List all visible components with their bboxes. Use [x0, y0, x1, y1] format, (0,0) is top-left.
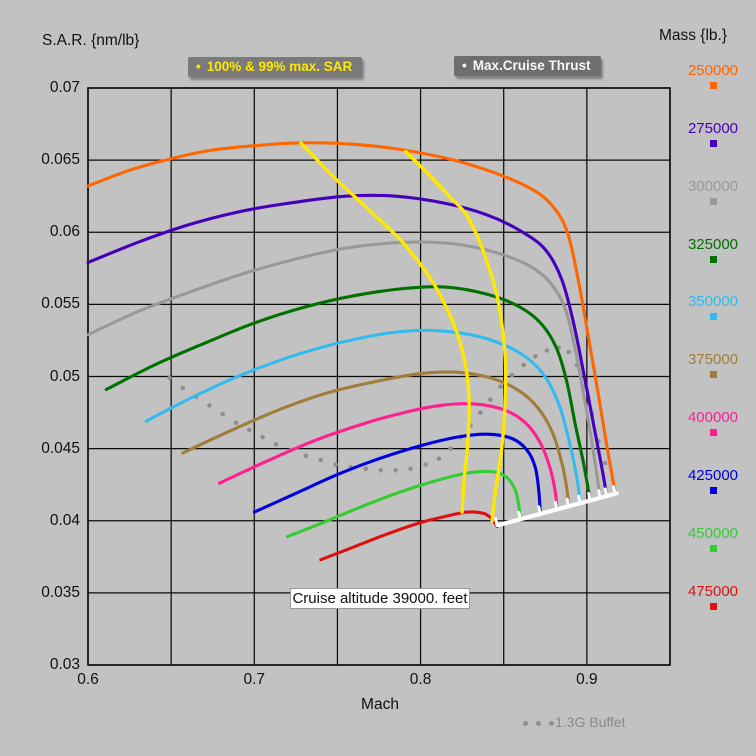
cruise-altitude-annotation: Cruise altitude 39000. feet: [290, 588, 470, 609]
mass-legend-entry: 325000: [680, 235, 746, 295]
curve-300000: [86, 240, 602, 500]
white-dot-icon: •: [462, 58, 467, 73]
curve-275000: [86, 193, 609, 498]
mass-legend-label: 450000: [687, 524, 739, 542]
mass-axis-title: Mass {lb.}: [658, 27, 728, 44]
mass-legend: 250000 275000 300000 325000 350000 375000 4000…: [680, 63, 746, 641]
mass-legend-label: 350000: [687, 293, 739, 311]
mass-legend-swatch: [709, 255, 717, 263]
mass-legend-entry: 375000: [680, 352, 746, 410]
mass-legend-swatch: [709, 139, 717, 147]
mass-legend-entry: 475000: [680, 582, 746, 642]
mass-legend-label: 375000: [687, 351, 739, 369]
mass-legend-swatch: [709, 602, 717, 610]
y-tick-label: 0.035: [41, 583, 80, 601]
curve-400000: [217, 402, 559, 511]
mass-legend-swatch: [709, 544, 717, 552]
mass-legend-swatch: [709, 429, 717, 437]
y-tick-label: 0.055: [41, 295, 80, 313]
curve-375000: [181, 370, 571, 508]
curve-450000: [285, 469, 522, 539]
mass-legend-swatch: [709, 197, 717, 205]
mass-legend-swatch: [709, 82, 717, 89]
mass-legend-swatch: [709, 371, 717, 379]
mass-legend-entry: 450000: [680, 524, 746, 584]
mass-legend-swatch: [709, 313, 717, 321]
curve-250000: [86, 141, 617, 494]
mass-legend-label: 275000: [687, 119, 739, 137]
mass-legend-entry: 400000: [680, 410, 746, 468]
sar-axis-title: S.A.R. {nm/lb}: [42, 32, 140, 49]
mass-legend-label: 400000: [687, 409, 739, 427]
mass-legend-swatch: [709, 486, 717, 494]
x-tick-label: 0.8: [409, 671, 432, 688]
max-cruise-thrust-legend-chip[interactable]: • Max.Cruise Thrust: [454, 56, 601, 76]
buffet-legend-label: 1.3G Buffet: [555, 714, 626, 730]
max-sar-legend-chip[interactable]: • 100% & 99% max. SAR: [188, 57, 363, 77]
mass-legend-entry: 425000: [680, 466, 746, 526]
plot-border: [87, 87, 671, 666]
mass-legend-entry: 275000: [680, 119, 746, 179]
curve-350000: [144, 328, 582, 505]
mach-axis-title: Mach: [361, 696, 399, 713]
mass-legend-label: 300000: [687, 177, 739, 195]
mass-legend-label: 325000: [687, 235, 739, 253]
mass-legend-label: 250000: [687, 62, 739, 79]
buffet-legend: 1.3G Buffet: [523, 714, 626, 730]
max-sar-line-99: [403, 149, 508, 523]
mass-legend-label: 425000: [687, 466, 739, 484]
buffet-dot-icon: [549, 720, 554, 726]
gridlines: [87, 87, 671, 666]
y-tick-label: 0.07: [49, 79, 80, 96]
yellow-dot-icon: •: [196, 59, 201, 74]
mass-legend-entry: 300000: [680, 177, 746, 237]
y-tick-label: 0.045: [41, 439, 80, 457]
x-tick-label: 0.7: [243, 671, 266, 688]
mass-legend-entry: 350000: [680, 294, 746, 352]
curve-425000: [252, 432, 542, 514]
y-tick-label: 0.05: [49, 367, 80, 385]
y-tick-label: 0.04: [49, 511, 80, 529]
y-tick-label: 0.065: [41, 151, 80, 169]
mass-legend-entry: 250000: [680, 63, 746, 121]
max-sar-legend-label: 100% & 99% max. SAR: [206, 59, 353, 74]
curve-325000: [104, 285, 592, 503]
y-tick-label: 0.06: [49, 223, 80, 241]
buffet-dot-icon: [536, 720, 541, 726]
mass-legend-label: 475000: [687, 582, 739, 600]
max-sar-line-100: [299, 141, 471, 514]
x-tick-label: 0.9: [576, 671, 598, 688]
y-tick-label: 0.03: [49, 656, 80, 673]
buffet-dots: [167, 345, 608, 473]
buffet-dot-icon: [523, 720, 528, 726]
max-cruise-thrust-line: [494, 485, 619, 528]
x-tick-label: 0.6: [77, 671, 99, 688]
max-cruise-thrust-legend-label: Max.Cruise Thrust: [472, 58, 591, 73]
curve-475000: [319, 510, 499, 562]
